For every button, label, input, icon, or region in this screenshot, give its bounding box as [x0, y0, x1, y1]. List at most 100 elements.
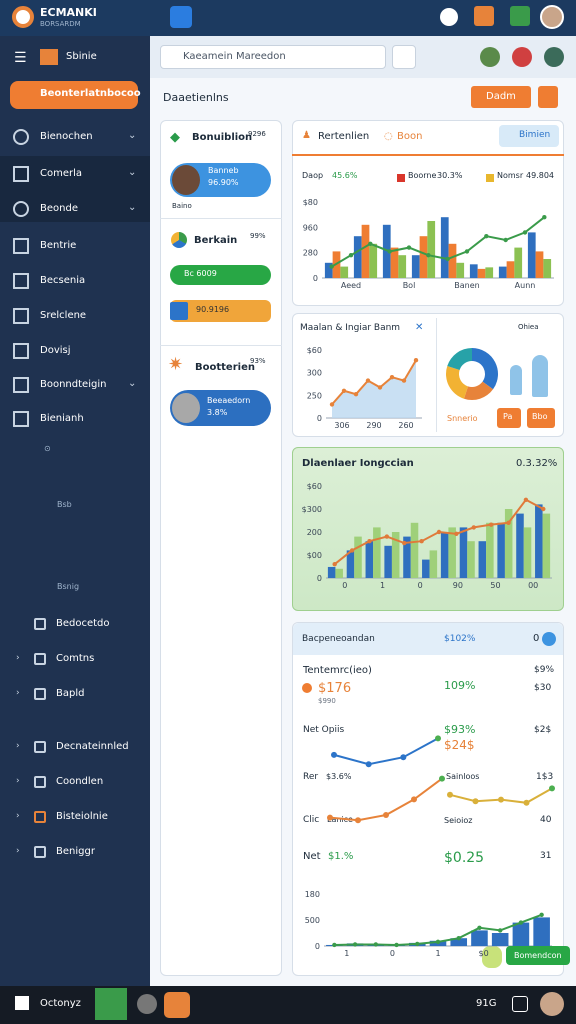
card-title: Bonuiblion	[192, 132, 253, 143]
sidebar-item[interactable]: Comtns	[56, 653, 95, 664]
summary-text: $990	[318, 697, 336, 705]
sidebar-item[interactable]: Comerla	[40, 168, 83, 179]
avatar[interactable]	[540, 992, 564, 1016]
sidebar-item[interactable]: Bedocetdo	[56, 618, 110, 629]
expander[interactable]: ›	[16, 811, 20, 821]
chevron[interactable]: ⌄	[128, 167, 137, 178]
primary-button[interactable]: Dadm	[471, 86, 531, 108]
chevron[interactable]: ⌄	[128, 202, 137, 213]
legend-name: Daop	[302, 171, 324, 180]
sidebar-item[interactable]: Bapld	[56, 688, 85, 699]
sidebar-icon[interactable]	[13, 201, 29, 217]
icon[interactable]	[510, 6, 530, 26]
panel-header	[293, 623, 563, 655]
sidebar-item[interactable]: Srelclene	[40, 310, 87, 321]
sidebar-icon[interactable]	[13, 166, 29, 182]
marker	[352, 942, 358, 947]
taskbar-app[interactable]	[164, 992, 190, 1018]
refresh-button[interactable]	[392, 45, 416, 69]
x-axis-label: 1	[435, 949, 440, 958]
card-title: Berkain	[194, 235, 238, 246]
sidebar-icon[interactable]	[13, 238, 29, 254]
cta-button[interactable]: Beonterlatnbocoo	[10, 81, 141, 109]
marker	[523, 799, 530, 806]
summary-text[interactable]: Bomendcon	[506, 946, 570, 965]
expander[interactable]: ›	[16, 776, 20, 786]
x-axis-label: 1	[344, 949, 349, 958]
sidebar-icon[interactable]	[34, 846, 46, 858]
avatar[interactable]	[540, 5, 564, 29]
expander[interactable]: ›	[16, 688, 20, 698]
sidebar-icon[interactable]	[13, 411, 29, 427]
sidebar-icon[interactable]	[13, 377, 29, 393]
sidebar-icon[interactable]	[34, 618, 46, 630]
sidebar-icon[interactable]	[13, 343, 29, 359]
bar	[450, 938, 468, 946]
sidebar-icon[interactable]	[34, 741, 46, 753]
menu-icon[interactable]: ☰	[14, 50, 27, 66]
expander[interactable]: ›	[16, 653, 20, 663]
tab-icon[interactable]	[170, 6, 192, 28]
icon[interactable]	[474, 6, 494, 26]
taskbar-app[interactable]	[137, 994, 157, 1014]
sparkline	[447, 785, 555, 806]
marker	[419, 539, 424, 544]
icon[interactable]	[440, 8, 458, 26]
sidebar-icon[interactable]	[13, 273, 29, 289]
sidebar-icon[interactable]	[34, 776, 46, 788]
panel-button[interactable]: Bimien	[499, 125, 559, 147]
marker	[497, 928, 503, 933]
bar	[498, 266, 507, 278]
panel-tab[interactable]: Boon	[397, 131, 423, 142]
badge-icon[interactable]	[542, 632, 556, 646]
sidebar-item[interactable]: Bentrie	[40, 240, 77, 251]
chevron[interactable]: ⌄	[128, 378, 137, 389]
sidebar-item[interactable]: Beniggr	[56, 846, 95, 857]
sidebar-item[interactable]: Bienianh	[40, 413, 84, 424]
expander[interactable]: ›	[16, 741, 20, 751]
area	[332, 360, 416, 418]
sidebar-item[interactable]: Bisteiolnie	[56, 811, 108, 822]
sidebar-item[interactable]: Decnateinnled	[56, 741, 129, 752]
avatar[interactable]	[512, 47, 532, 67]
pill[interactable]: 90.9196	[170, 300, 271, 322]
panel-stat: $102%	[444, 634, 476, 644]
sidebar-item[interactable]: Beonde	[40, 203, 78, 214]
close-icon[interactable]: ✕	[415, 322, 424, 333]
panel-tab[interactable]: ◌	[384, 131, 393, 142]
start-icon[interactable]	[15, 996, 29, 1010]
sidebar-item[interactable]: Becsenia	[40, 275, 86, 286]
expander[interactable]: ›	[16, 846, 20, 856]
tray-icon[interactable]	[512, 996, 528, 1012]
card-stat: 9296	[248, 130, 266, 138]
legend-value: 45.6%	[332, 171, 358, 180]
button[interactable]: Bbo	[527, 408, 555, 428]
sidebar-item[interactable]: Bienochen	[40, 131, 93, 142]
dropdown-button[interactable]	[538, 86, 558, 108]
pill[interactable]: Bc 6009	[170, 265, 271, 285]
button[interactable]: Pa	[497, 408, 521, 428]
sidebar-item[interactable]: Dovisj	[40, 345, 71, 356]
logo[interactable]	[12, 6, 34, 28]
sidebar-item[interactable]: Coondlen	[56, 776, 104, 787]
chevron[interactable]: ⌄	[128, 130, 137, 141]
sidebar-item[interactable]: Boonndteigin	[40, 379, 107, 390]
marker	[327, 814, 333, 821]
donut-slice	[446, 365, 468, 399]
sidebar-icon[interactable]	[13, 129, 29, 145]
bar	[469, 264, 478, 278]
taskbar-app[interactable]	[95, 988, 127, 1020]
toggle[interactable]	[482, 946, 502, 968]
avatar[interactable]	[544, 47, 564, 67]
sidebar-icon[interactable]	[13, 308, 29, 324]
sidebar-icon[interactable]	[34, 653, 46, 665]
sidebar-icon[interactable]	[34, 811, 46, 823]
search-box[interactable]: Kaeamein Mareedon	[160, 45, 386, 69]
bar	[486, 522, 494, 578]
bar	[448, 527, 456, 578]
avatar[interactable]	[480, 47, 500, 67]
sidebar-icon[interactable]	[34, 688, 46, 700]
bar	[335, 568, 343, 578]
marker	[401, 378, 407, 383]
bar	[403, 536, 411, 578]
